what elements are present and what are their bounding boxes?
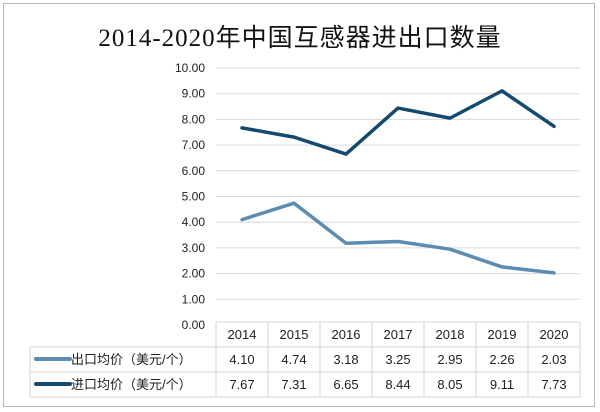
data-label: 2.95 <box>437 352 462 367</box>
data-label: 4.10 <box>229 352 254 367</box>
data-label: 2.03 <box>541 352 566 367</box>
data-point <box>448 116 452 120</box>
y-tick-label: 1.00 <box>182 292 206 306</box>
data-label: 6.65 <box>333 377 358 392</box>
category-label: 2015 <box>280 327 309 342</box>
data-point <box>500 89 504 93</box>
category-label: 2014 <box>228 327 257 342</box>
data-point <box>344 241 348 245</box>
category-label: 2016 <box>332 327 361 342</box>
data-label: 8.44 <box>385 377 410 392</box>
data-point <box>552 124 556 128</box>
data-point <box>292 135 296 139</box>
y-tick-label: 2.00 <box>182 267 206 281</box>
data-label: 8.05 <box>437 377 462 392</box>
data-label: 3.18 <box>333 352 358 367</box>
data-point <box>344 152 348 156</box>
data-point <box>292 201 296 205</box>
data-point <box>396 239 400 243</box>
data-label: 7.73 <box>541 377 566 392</box>
chart-title: 2014-2020年中国互感器进出口数量 <box>98 25 502 52</box>
y-tick-label: 7.00 <box>182 138 206 152</box>
legend-label: 出口均价（美元/个） <box>71 352 192 367</box>
category-label: 2018 <box>436 327 465 342</box>
data-label: 9.11 <box>490 377 514 392</box>
y-tick-label: 10.00 <box>175 61 205 75</box>
y-tick-label: 6.00 <box>182 164 206 178</box>
chart-frame <box>3 3 595 407</box>
y-tick-label: 9.00 <box>182 87 206 101</box>
data-label: 2.26 <box>489 352 514 367</box>
data-point <box>448 247 452 251</box>
data-point <box>552 271 556 275</box>
category-label: 2017 <box>384 327 413 342</box>
legend-label: 进口均价（美元/个） <box>71 377 192 392</box>
series-line-0 <box>240 201 556 275</box>
y-tick-label: 5.00 <box>182 190 206 204</box>
y-tick-label: 4.00 <box>182 215 206 229</box>
y-tick-label: 3.00 <box>182 241 206 255</box>
y-tick-label: 0.00 <box>182 318 206 332</box>
data-label: 4.74 <box>281 352 306 367</box>
data-point <box>500 265 504 269</box>
data-point <box>240 218 244 222</box>
data-label: 7.31 <box>281 377 306 392</box>
y-tick-label: 8.00 <box>182 112 206 126</box>
category-label: 2019 <box>488 327 517 342</box>
category-label: 2020 <box>540 327 569 342</box>
data-label: 7.67 <box>229 377 254 392</box>
data-point <box>240 126 244 130</box>
data-point <box>396 106 400 110</box>
data-label: 3.25 <box>385 352 410 367</box>
